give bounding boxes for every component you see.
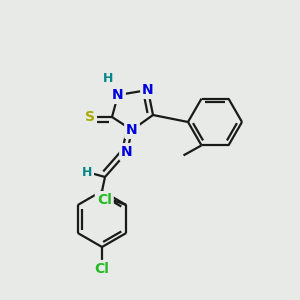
Text: Cl: Cl xyxy=(97,193,112,207)
Text: S: S xyxy=(85,110,95,124)
Text: N: N xyxy=(142,83,154,97)
Text: H: H xyxy=(82,166,92,178)
Text: N: N xyxy=(126,123,138,137)
Text: Cl: Cl xyxy=(94,262,110,276)
Text: H: H xyxy=(103,71,113,85)
Text: N: N xyxy=(121,145,133,159)
Text: N: N xyxy=(112,88,124,102)
